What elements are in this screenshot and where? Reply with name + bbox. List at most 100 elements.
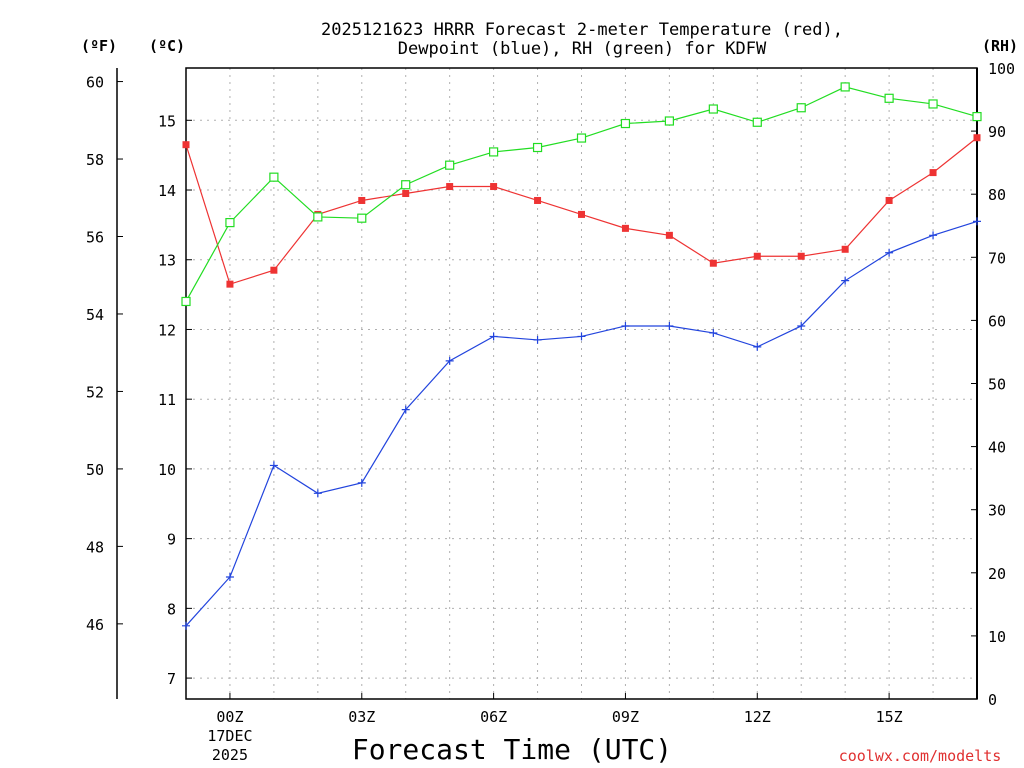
rh-point [532, 142, 543, 153]
rh-tick-label: 10 [988, 628, 1006, 646]
rh-tick-label: 100 [988, 60, 1015, 78]
x-tick-label: 09Z [612, 708, 639, 726]
dewpoint-point [885, 248, 894, 257]
dewpoint-point [182, 621, 190, 630]
rh-tick-label: 60 [988, 312, 1006, 330]
temperature-point [973, 134, 981, 142]
dewpoint-point [577, 332, 586, 341]
rh-tick-label: 50 [988, 376, 1006, 394]
temperature-point [226, 280, 234, 288]
x-tick-label: 15Z [876, 708, 903, 726]
dewpoint-point [445, 356, 454, 365]
rh-point [401, 180, 411, 190]
temperature-point [841, 245, 849, 253]
x-tick-label: 03Z [348, 708, 375, 726]
x-axis-title: Forecast Time (UTC) [352, 733, 672, 766]
temperature-point [578, 210, 585, 218]
rh-tick-label: 30 [988, 502, 1006, 520]
rh-tick-label: 0 [988, 691, 997, 709]
fahrenheit-tick-label: 50 [86, 461, 104, 479]
rh-point [620, 118, 631, 129]
dewpoint-point [225, 572, 234, 581]
temperature-point [446, 183, 454, 191]
dewpoint-point [489, 332, 498, 341]
temperature-point [753, 252, 761, 260]
x-tick-label: 06Z [480, 708, 507, 726]
fahrenheit-tick-label: 58 [86, 151, 104, 169]
celsius-tick-label: 14 [158, 182, 176, 200]
rh-point [357, 213, 367, 223]
rh-point [884, 93, 894, 103]
rh-point [972, 111, 982, 122]
rh-point [840, 82, 850, 92]
data-series [181, 82, 982, 630]
rh-point [576, 133, 587, 143]
rh-point [225, 217, 235, 228]
celsius-tick-label: 8 [167, 600, 176, 618]
temperature-point [358, 196, 366, 204]
rh-point [269, 172, 279, 182]
rh-unit-label: (RH) [982, 37, 1018, 55]
grid-lines [186, 68, 977, 699]
rh-tick-label: 40 [988, 439, 1006, 457]
rh-point [181, 296, 191, 307]
temperature-point [885, 196, 893, 204]
fahrenheit-tick-label: 48 [86, 538, 104, 556]
fahrenheit-tick-label: 46 [86, 616, 104, 634]
dewpoint-point [269, 461, 278, 470]
dewpoint-point [665, 321, 674, 330]
temperature-point [182, 141, 190, 149]
fahrenheit-unit-label: (ºF) [81, 37, 117, 55]
rh-point [708, 104, 718, 114]
celsius-tick-label: 11 [158, 391, 176, 409]
rh-point [445, 160, 455, 170]
temperature-point [270, 266, 278, 274]
temperature-point [665, 231, 673, 239]
rh-point [313, 212, 323, 222]
temperature-point [534, 196, 542, 204]
dewpoint-point [533, 335, 542, 344]
temperature-point [490, 183, 498, 191]
chart-title-line1: 2025121623 HRRR Forecast 2-meter Tempera… [321, 20, 843, 40]
x-tick-label: 00Z [216, 708, 243, 726]
dewpoint-point [621, 321, 630, 330]
rh-tick-label: 70 [988, 249, 1006, 267]
fahrenheit-tick-label: 54 [86, 306, 104, 324]
rh-tick-label: 90 [988, 123, 1006, 141]
site-credit: coolwx.com/modelts [839, 747, 1002, 765]
temperature-point [402, 190, 410, 198]
dewpoint-point [841, 276, 850, 285]
fahrenheit-tick-label: 60 [86, 74, 104, 92]
dewpoint-point [709, 328, 718, 337]
dewpoint-point [401, 405, 410, 414]
rh-point [796, 103, 806, 113]
rh-point [489, 147, 499, 157]
celsius-unit-label: (ºC) [149, 37, 185, 55]
rh-point [664, 116, 674, 126]
fahrenheit-tick-label: 52 [86, 383, 104, 401]
rh-tick-label: 80 [988, 186, 1006, 204]
dewpoint-point [929, 231, 938, 240]
chart-title-line2: Dewpoint (blue), RH (green) for KDFW [398, 39, 767, 59]
rh-point [752, 117, 762, 127]
fahrenheit-tick-label: 56 [86, 228, 104, 246]
rh-point [928, 99, 938, 109]
x-tick-year: 2025 [212, 746, 248, 764]
dewpoint-point [357, 478, 366, 487]
temperature-point [929, 169, 937, 177]
celsius-tick-label: 15 [158, 112, 176, 130]
dewpoint-point [313, 489, 322, 498]
x-tick-date: 17DEC [207, 727, 252, 745]
temperature-point [797, 252, 805, 260]
celsius-tick-label: 13 [158, 252, 176, 270]
dewpoint-point [797, 321, 806, 330]
axis-ticks: 7 8 9 10 11 12 13 14 15 46 48 50 52 54 56 58 60 0 10 20 30 40… [86, 60, 1015, 764]
dewpoint-point [753, 342, 762, 351]
celsius-tick-label: 7 [167, 670, 176, 688]
x-tick-label: 12Z [744, 708, 771, 726]
celsius-tick-label: 9 [167, 531, 176, 549]
temperature-point [621, 224, 629, 232]
dewpoint-point [973, 217, 981, 226]
celsius-tick-label: 10 [158, 461, 176, 479]
